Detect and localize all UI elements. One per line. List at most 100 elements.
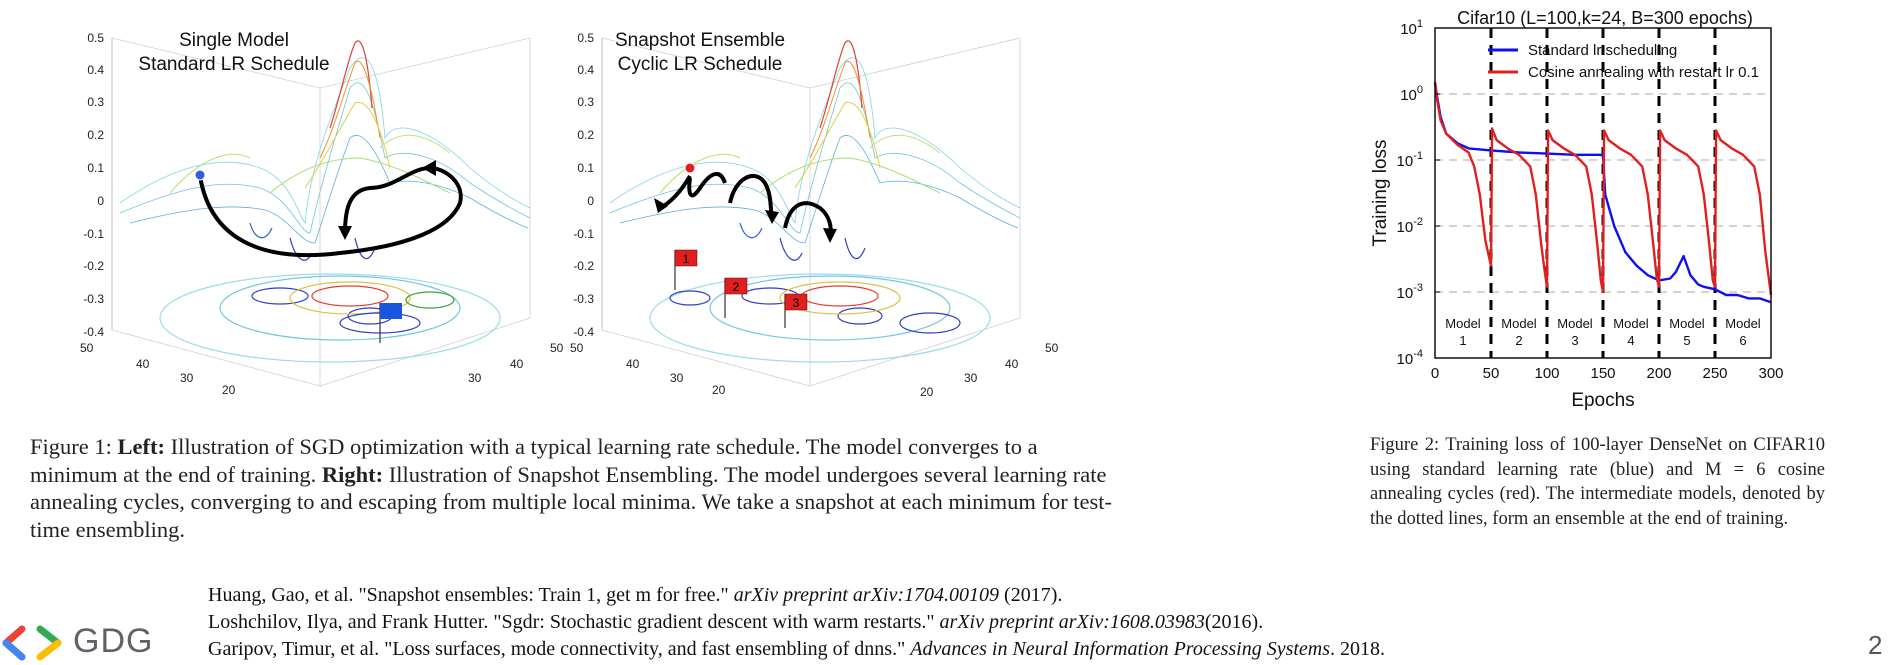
z-tick: -0.1 xyxy=(83,227,104,241)
y-tick-label: 10-4 xyxy=(1397,348,1423,368)
z-tick: 0.1 xyxy=(577,161,594,175)
flag-label: 2 xyxy=(733,280,740,294)
z-tick: 0.2 xyxy=(577,128,594,142)
z-tick: 0 xyxy=(97,194,104,208)
page-number: 2 xyxy=(1868,630,1883,660)
model-label: Model xyxy=(1725,316,1761,331)
model-label: Model xyxy=(1613,316,1649,331)
x-tick-label: 300 xyxy=(1758,365,1783,382)
y-tick-label: 10-1 xyxy=(1397,150,1423,170)
model-number: 2 xyxy=(1515,333,1522,348)
left-arrowhead xyxy=(422,160,436,176)
model-label: Model xyxy=(1501,316,1537,331)
chart-series xyxy=(1433,82,1773,304)
series-cosine-annealing-line xyxy=(1433,82,1773,296)
x-axis-label: Epochs xyxy=(1571,390,1634,411)
z-tick: 0 xyxy=(587,194,594,208)
right-flag-1: 1 xyxy=(674,249,698,290)
legend-label-standard: Standard lr scheduling xyxy=(1528,42,1677,59)
gdg-logo-text: GDG xyxy=(73,622,154,660)
model-label: Model xyxy=(1445,316,1481,331)
flag-label: 1 xyxy=(683,252,690,266)
left-title-line2: Standard LR Schedule xyxy=(138,54,329,75)
figure1-right-panel: 0.5 0.4 0.3 0.2 0.1 0 -0.1 -0.2 -0.3 -0.… xyxy=(570,30,1059,399)
z-tick: 0.4 xyxy=(577,63,594,77)
left-z-axis: 0.5 0.4 0.3 0.2 0.1 0 -0.1 -0.2 -0.3 -0.… xyxy=(83,31,113,339)
series-standard-lr-line xyxy=(1433,82,1772,304)
z-tick: -0.3 xyxy=(83,292,104,306)
model-number: 1 xyxy=(1459,333,1466,348)
left-title-line1: Single Model xyxy=(179,30,289,51)
right-z-axis: 0.5 0.4 0.3 0.2 0.1 0 -0.1 -0.2 -0.3 -0.… xyxy=(573,31,603,339)
reference-item: Garipov, Timur, et al. "Loss surfaces, m… xyxy=(208,638,1386,660)
left-sgd-trajectory xyxy=(198,165,463,258)
y-axis-label: Training loss xyxy=(1370,139,1391,246)
figure2-chart: Cifar10 (L=100,k=24, B=300 epochs) Model… xyxy=(1370,8,1784,411)
left-start-point xyxy=(194,169,206,181)
x-tick: 50 xyxy=(570,341,584,355)
references: Huang, Gao, et al. "Snapshot ensembles: … xyxy=(208,582,1708,663)
x-tick: 30 xyxy=(670,371,684,385)
model-labels: Model 1 Model 2 Model 3 Model 4 Model 5 Model 6 xyxy=(1445,316,1761,348)
x-tick-label: 150 xyxy=(1590,365,1615,382)
right-cyclic-trajectory xyxy=(659,172,833,237)
caption-right-bold: Right: xyxy=(321,461,384,487)
figure1-caption: Figure 1: Left: Illustration of SGD opti… xyxy=(30,433,1120,543)
x-tick-label: 0 xyxy=(1431,365,1439,382)
model-label: Model xyxy=(1669,316,1705,331)
x-tick: 40 xyxy=(626,357,640,371)
z-tick: 0.3 xyxy=(577,95,594,109)
left-xy-ticks: 50 40 30 20 50 40 30 xyxy=(80,341,564,397)
z-tick: -0.1 xyxy=(573,227,594,241)
reference-item: Huang, Gao, et al. "Snapshot ensembles: … xyxy=(208,584,1063,606)
right-title-line1: Snapshot Ensemble xyxy=(615,30,785,51)
x-ticks: 0 50 100 150 200 250 300 xyxy=(1431,353,1784,382)
z-tick: 0.1 xyxy=(87,161,104,175)
y-tick: 30 xyxy=(964,371,978,385)
right-arrowhead xyxy=(654,198,668,213)
y-tick: 40 xyxy=(510,357,524,371)
z-tick: 0.5 xyxy=(577,31,594,45)
y-tick: 20 xyxy=(920,385,934,399)
right-flag-2: 2 xyxy=(724,277,748,318)
right-grid-box xyxy=(601,37,1021,387)
x-tick-label: 200 xyxy=(1646,365,1671,382)
restart-lines xyxy=(1489,28,1717,358)
y-tick: 50 xyxy=(550,341,564,355)
z-tick: 0.3 xyxy=(87,95,104,109)
y-tick: 40 xyxy=(1005,357,1019,371)
left-flag xyxy=(379,303,402,343)
reference-item: Loshchilov, Ilya, and Frank Hutter. "Sgd… xyxy=(208,611,1264,633)
figure1-left-panel: 0.5 0.4 0.3 0.2 0.1 0 -0.1 -0.2 -0.3 -0.… xyxy=(80,30,564,397)
caption-left-bold: Left: xyxy=(117,434,165,459)
right-start-point xyxy=(684,162,696,174)
left-contours xyxy=(159,273,501,363)
x-tick: 40 xyxy=(136,357,150,371)
x-tick-label: 100 xyxy=(1534,365,1559,382)
caption-label: Figure 1: xyxy=(30,434,112,459)
model-number: 6 xyxy=(1739,333,1746,348)
gdg-logo-icon xyxy=(2,625,62,661)
left-grid-box xyxy=(111,37,531,387)
y-tick: 30 xyxy=(468,371,482,385)
z-tick: -0.2 xyxy=(573,259,594,273)
z-tick: 0.2 xyxy=(87,128,104,142)
z-tick: 0.5 xyxy=(87,31,104,45)
chart-legend: Standard lr scheduling Cosine annealing … xyxy=(1488,42,1759,81)
model-label: Model xyxy=(1557,316,1593,331)
z-tick: -0.4 xyxy=(573,325,594,339)
flag-label: 3 xyxy=(793,296,800,310)
x-tick: 30 xyxy=(180,371,194,385)
left-surface xyxy=(119,40,531,261)
y-tick-label: 100 xyxy=(1400,84,1423,104)
model-number: 3 xyxy=(1571,333,1578,348)
x-tick: 20 xyxy=(712,383,726,397)
legend-label-cosine: Cosine annealing with restart lr 0.1 xyxy=(1528,64,1759,81)
z-tick: -0.4 xyxy=(83,325,104,339)
caption-left-text: Illustration of SGD optimization with a … xyxy=(30,434,1038,487)
model-number: 4 xyxy=(1627,333,1634,348)
x-tick: 50 xyxy=(80,341,94,355)
y-ticks: 101 100 10-1 10-2 10-3 10-4 xyxy=(1397,18,1440,368)
model-number: 5 xyxy=(1683,333,1690,348)
y-tick-label: 10-2 xyxy=(1397,216,1423,236)
